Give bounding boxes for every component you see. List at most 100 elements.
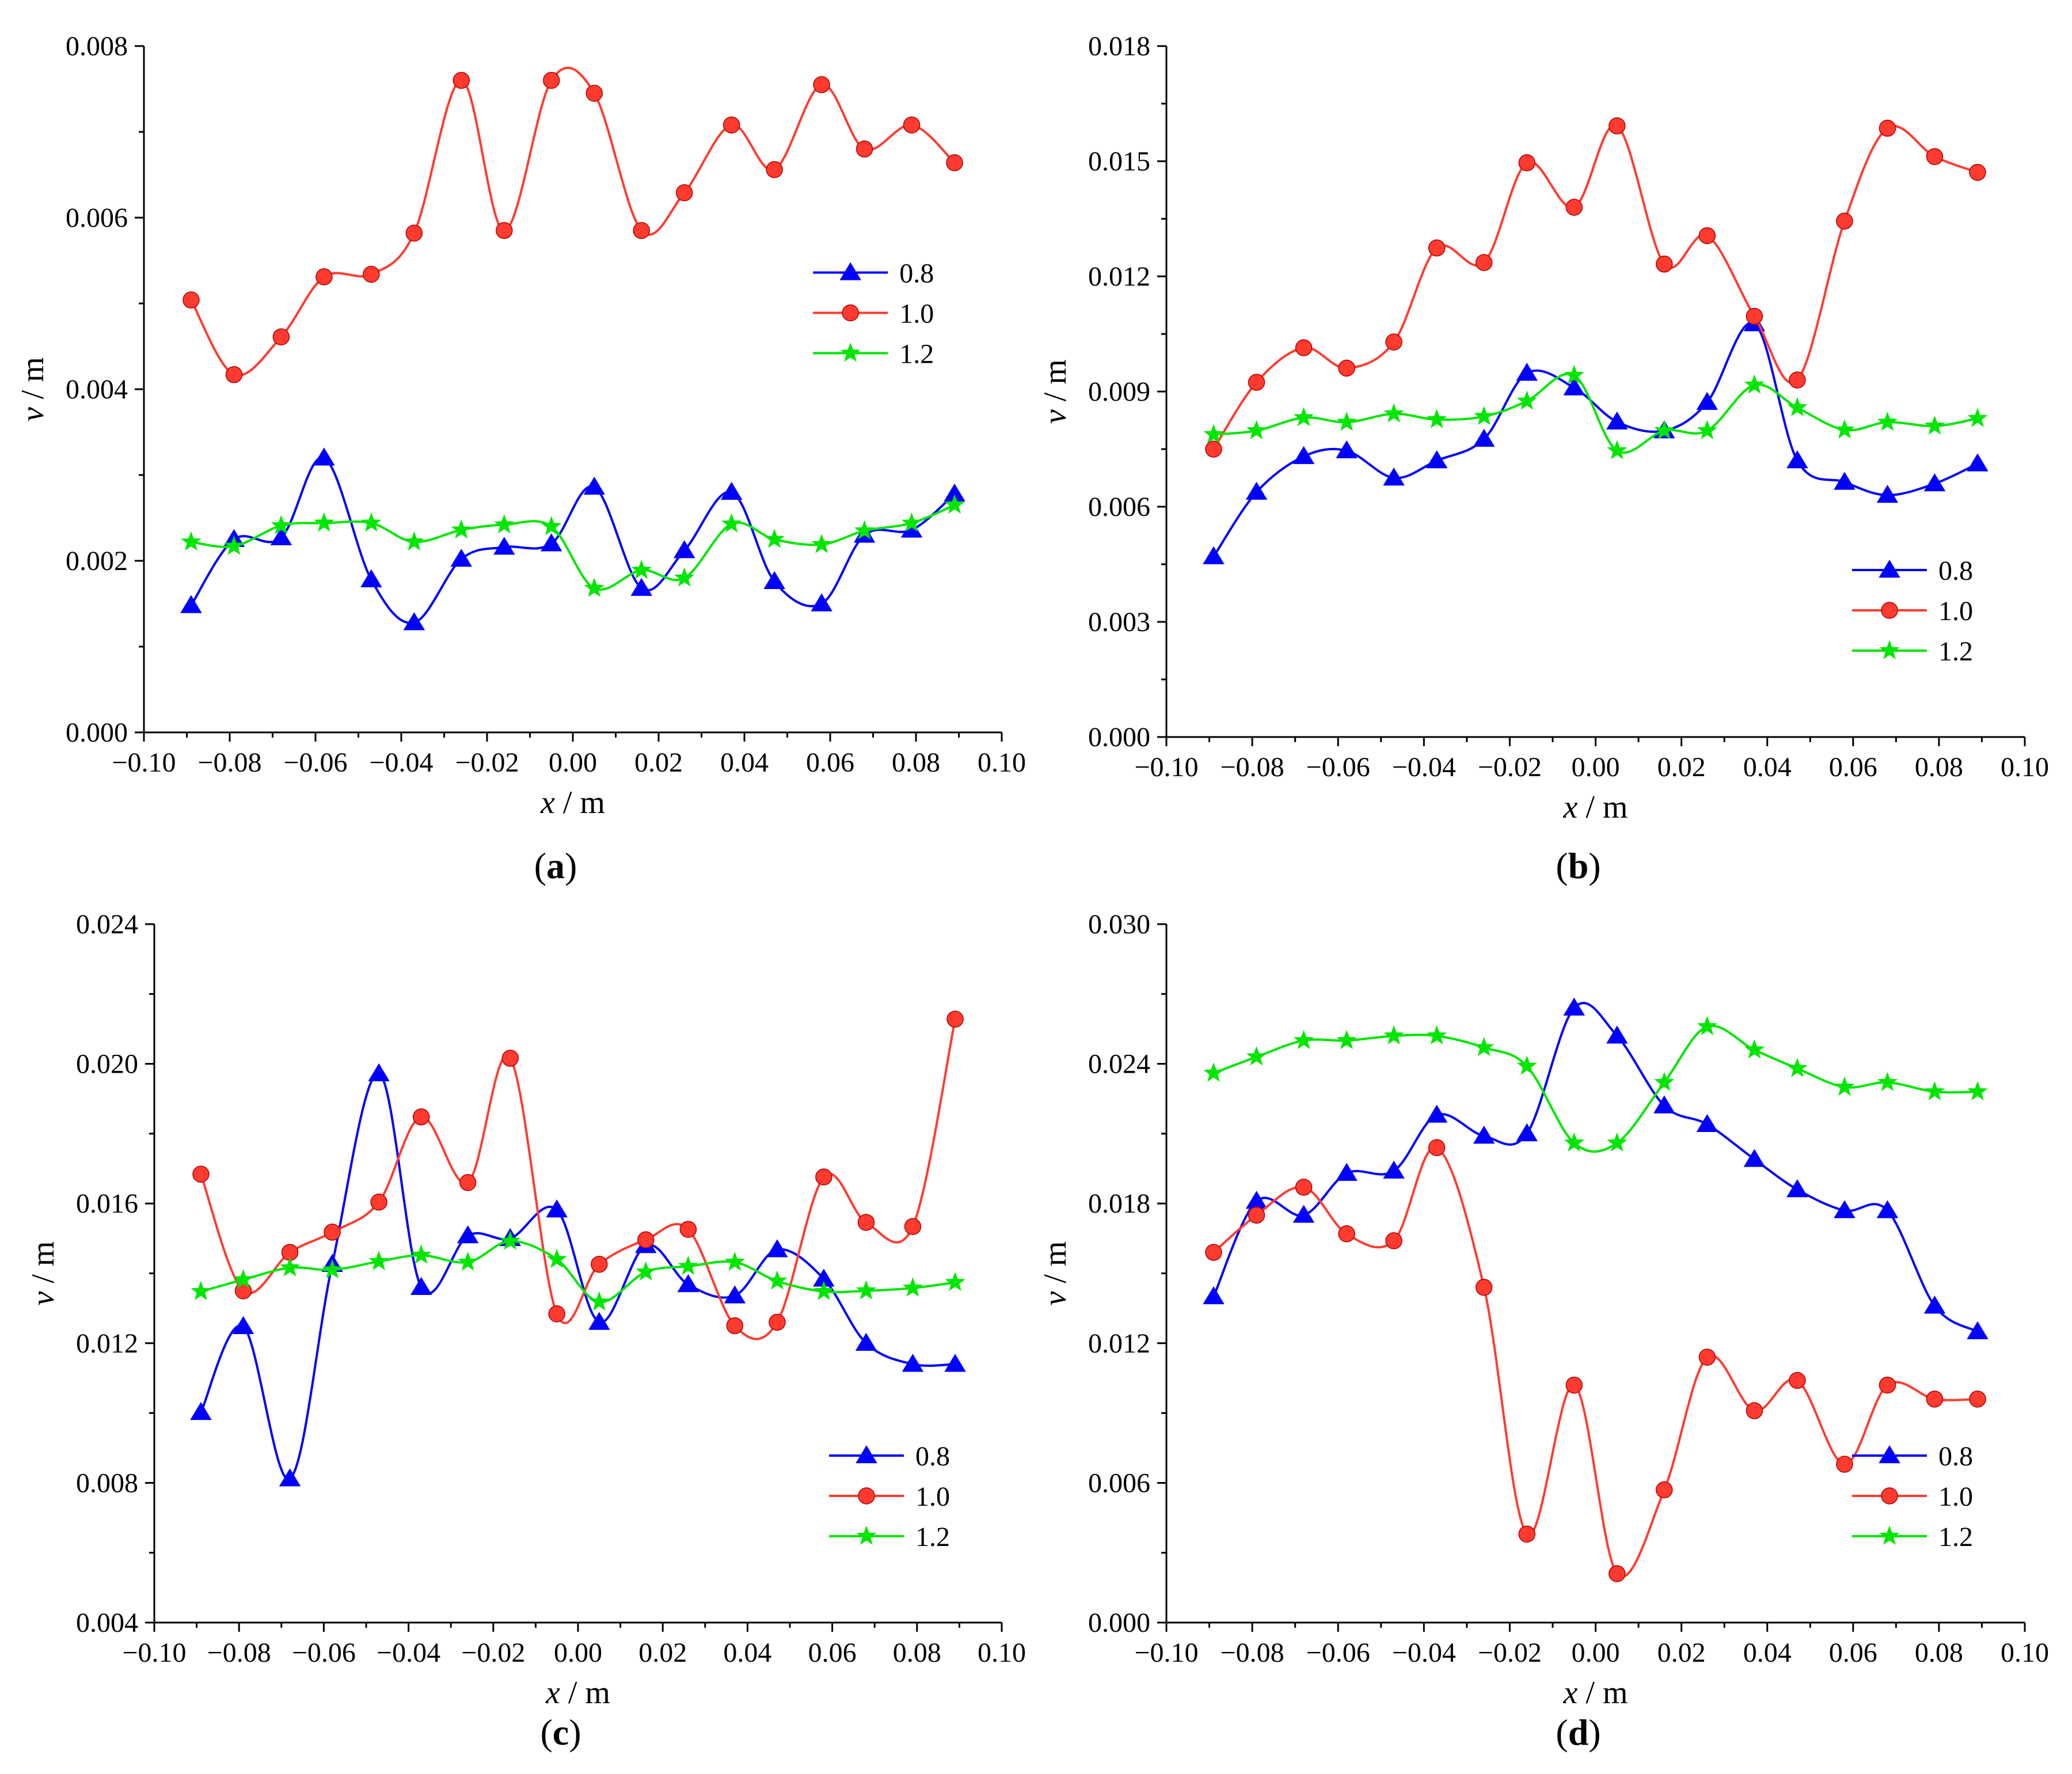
- data-point: [1698, 1348, 1716, 1366]
- data-point: [404, 531, 424, 551]
- x-tick-label: 0.02: [634, 747, 683, 778]
- panel-label-open: (: [1556, 845, 1568, 886]
- data-point: [1428, 1139, 1446, 1156]
- x-tick-label: −0.04: [377, 1638, 440, 1668]
- x-tick-label: 0.10: [978, 747, 1026, 778]
- data-point: [234, 1282, 252, 1300]
- x-axis-title-unit: / m: [1577, 1675, 1628, 1711]
- data-point: [1293, 1030, 1314, 1050]
- data-point: [324, 1224, 341, 1241]
- legend: 0.8 1.0 1.2: [829, 1441, 950, 1552]
- data-point: [457, 1225, 479, 1244]
- data-point: [1696, 1114, 1719, 1132]
- data-point: [678, 1255, 698, 1275]
- legend: 0.8 1.0 1.2: [813, 258, 934, 369]
- data-point: [769, 1313, 786, 1331]
- data-point: [903, 116, 921, 134]
- data-point: [1926, 1391, 1944, 1408]
- x-tick-label: 0.00: [1572, 1638, 1620, 1668]
- data-point: [1427, 1025, 1447, 1045]
- data-point: [944, 494, 965, 514]
- data-point: [721, 513, 742, 533]
- data-point: [1295, 339, 1313, 356]
- data-point: [453, 71, 470, 89]
- data-point: [1427, 409, 1447, 428]
- data-point: [1516, 1055, 1537, 1075]
- data-point: [1473, 1125, 1495, 1144]
- data-point: [1969, 164, 1986, 181]
- x-tick-label: 0.04: [1743, 752, 1792, 782]
- x-tick-label: 0.08: [892, 747, 940, 778]
- x-tick-label: 0.06: [808, 1638, 857, 1668]
- y-tick-label: 0.000: [66, 717, 128, 748]
- legend-label: 1.0: [899, 298, 934, 329]
- data-point: [630, 578, 652, 596]
- data-point: [192, 1165, 210, 1183]
- data-point: [674, 567, 695, 587]
- data-point: [1425, 1104, 1448, 1123]
- data-point: [1475, 254, 1493, 271]
- data-point: [1564, 364, 1584, 384]
- data-point: [1967, 408, 1988, 427]
- legend-label: 1.2: [899, 339, 934, 369]
- x-tick-label: 0.10: [978, 1638, 1026, 1668]
- panel-label-open: (: [540, 1712, 552, 1753]
- y-axis-title: v / m: [1037, 1241, 1073, 1306]
- x-tick-label: 0.08: [1915, 752, 1963, 782]
- x-tick-label: −0.04: [369, 747, 433, 778]
- chart-panel-c: −0.10 −0.08 −0.06 −0.04 −0.02 0.00 0.02 0.04 0.0…: [25, 909, 1026, 1753]
- data-point: [904, 1218, 922, 1235]
- y-tick-label: 0.006: [1088, 492, 1150, 522]
- data-point: [1475, 1279, 1493, 1296]
- data-point: [1924, 1081, 1945, 1101]
- data-point: [412, 1108, 430, 1126]
- data-point: [279, 1468, 301, 1487]
- panel-label-letter: b: [1568, 845, 1589, 886]
- panel-label: (b): [1556, 845, 1600, 886]
- data-point: [272, 328, 290, 345]
- data-point: [766, 161, 783, 178]
- legend-swatch-marker: [1879, 640, 1900, 659]
- x-tick-label: −0.06: [283, 747, 347, 778]
- data-point: [1205, 440, 1222, 458]
- y-axis-title-var: v: [1037, 409, 1073, 424]
- data-point: [857, 1214, 875, 1231]
- data-point: [405, 225, 423, 242]
- data-point: [1518, 154, 1535, 172]
- y-tick-label: 0.009: [1088, 377, 1150, 407]
- data-point: [313, 447, 335, 466]
- data-point: [1656, 255, 1673, 273]
- panel-label-letter: d: [1568, 1712, 1589, 1753]
- data-point: [1203, 1286, 1225, 1305]
- data-point: [180, 595, 202, 613]
- data-point: [1383, 1160, 1405, 1179]
- panels-group: −0.10 −0.08 −0.06 −0.04 −0.02 0.00 0.02 0.04 0.0…: [15, 31, 2049, 1753]
- data-point: [363, 265, 380, 283]
- data-point: [1654, 1072, 1675, 1091]
- panel-label-open: (: [534, 845, 546, 886]
- data-point: [411, 1244, 432, 1264]
- data-point: [1292, 1205, 1315, 1223]
- y-tick-label: 0.024: [1088, 1049, 1150, 1080]
- y-axis-title-unit: / m: [1037, 1241, 1073, 1291]
- legend-label: 0.8: [1938, 556, 1973, 586]
- data-point: [494, 514, 515, 534]
- data-point: [361, 512, 382, 532]
- x-tick-label: −0.06: [1306, 1638, 1370, 1668]
- data-point: [1834, 419, 1855, 439]
- legend: 0.8 1.0 1.2: [1852, 1441, 1973, 1552]
- data-point: [368, 1251, 389, 1270]
- series-line: [200, 1072, 956, 1480]
- legend-swatch-marker: [1881, 602, 1898, 619]
- x-tick-label: 0.02: [638, 1638, 687, 1668]
- y-tick-label: 0.008: [76, 1468, 138, 1498]
- data-point: [1473, 428, 1495, 447]
- data-point: [190, 1401, 212, 1420]
- data-point: [1786, 450, 1808, 469]
- data-point: [813, 76, 830, 93]
- series-1_2: [191, 1230, 965, 1311]
- data-point: [496, 222, 513, 240]
- y-axis-title: v / m: [15, 357, 51, 421]
